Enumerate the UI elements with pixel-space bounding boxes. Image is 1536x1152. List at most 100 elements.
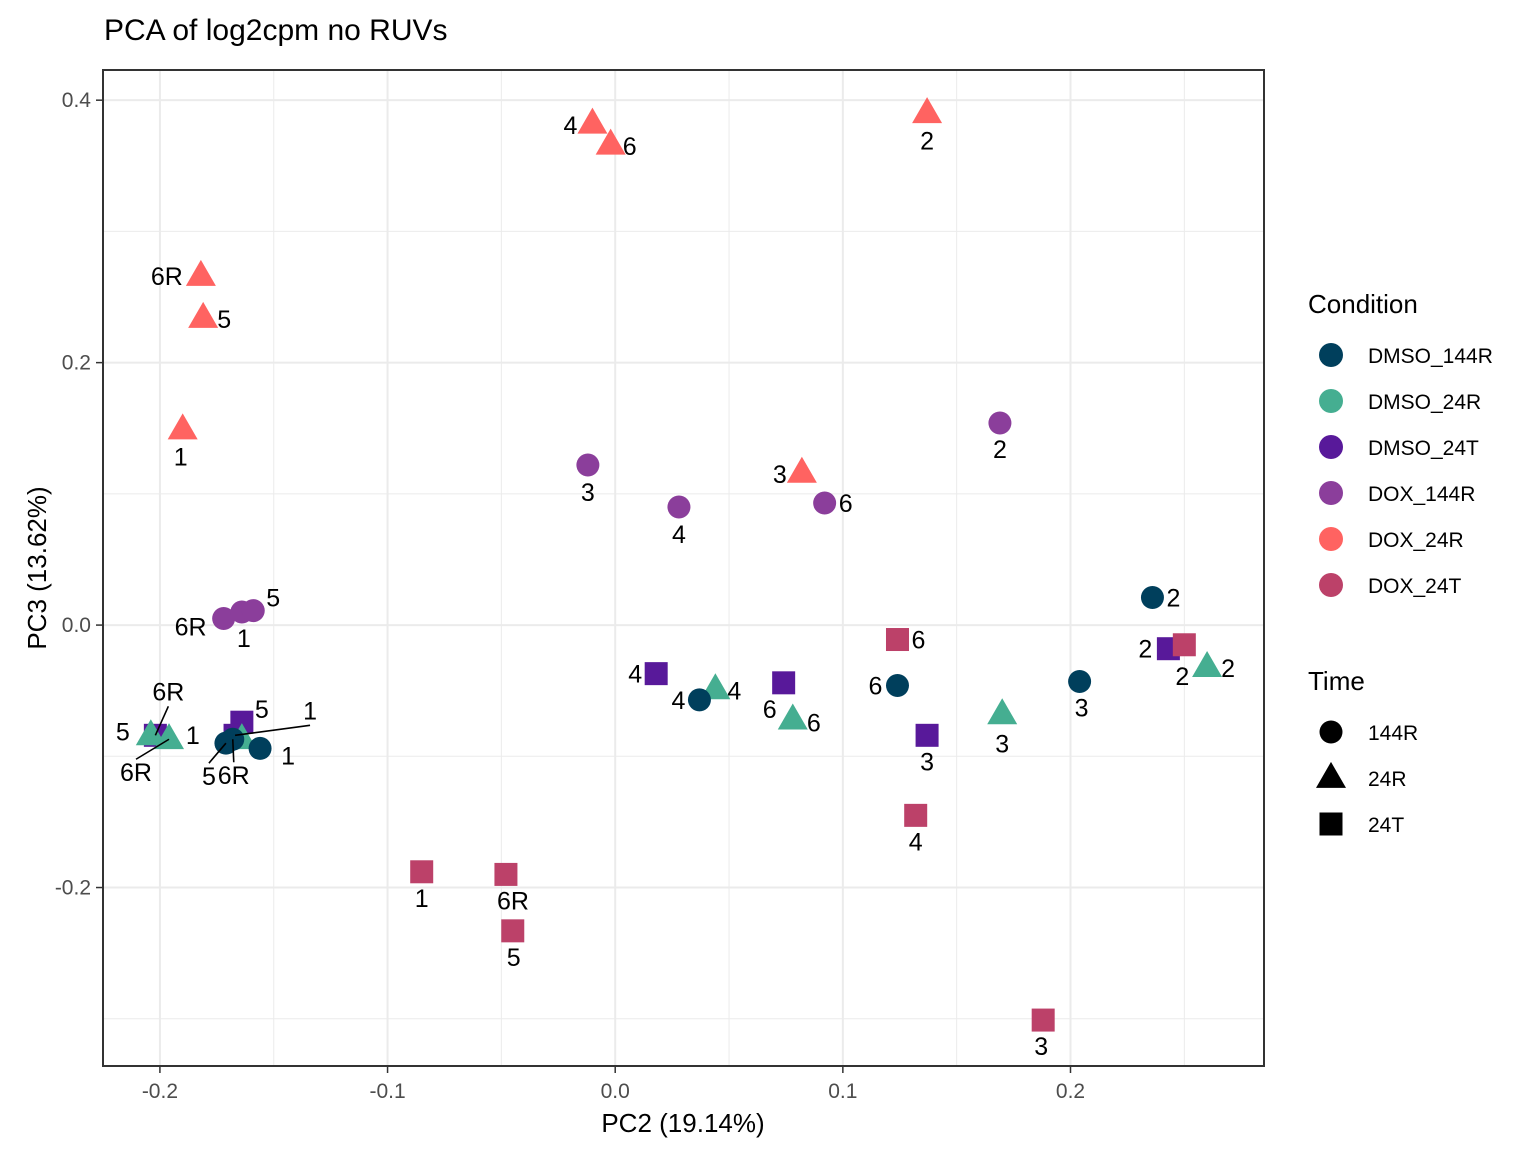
label-leader-line bbox=[135, 738, 170, 760]
legend-label: 144R bbox=[1368, 722, 1418, 745]
point-dmso-144r-3 bbox=[1068, 670, 1092, 694]
legend-title-time: Time bbox=[1308, 666, 1365, 696]
legend-key-circle-icon bbox=[1319, 720, 1343, 744]
point-dox-24r-6r bbox=[185, 259, 216, 286]
point-label: 4 bbox=[672, 521, 686, 549]
point-label: 4 bbox=[909, 828, 923, 856]
point-label: 6R bbox=[120, 759, 152, 787]
x-axis-title: PC2 (19.14%) bbox=[601, 1108, 764, 1138]
point-label: 2 bbox=[1221, 655, 1235, 683]
legend-key-dox-24r bbox=[1319, 527, 1343, 551]
panel-background bbox=[103, 70, 1264, 1066]
point-label: 4 bbox=[628, 661, 642, 689]
point-label: 5 bbox=[266, 585, 280, 613]
data-points bbox=[135, 97, 1223, 1032]
point-label: 1 bbox=[174, 444, 188, 472]
point-dox-24t-6 bbox=[885, 628, 909, 652]
point-dox-144r-4 bbox=[667, 495, 691, 519]
point-label: 5 bbox=[217, 306, 231, 334]
point-label: 5 bbox=[255, 696, 269, 724]
point-label: 3 bbox=[995, 730, 1009, 758]
x-tick-label: 0.1 bbox=[828, 1080, 857, 1103]
point-label: 6 bbox=[869, 672, 883, 700]
point-label: 1 bbox=[237, 625, 251, 653]
point-dox-24r-2 bbox=[912, 97, 943, 124]
point-dox-24r-1 bbox=[167, 413, 198, 440]
point-label: 4 bbox=[563, 112, 577, 140]
point-dox-24t-2 bbox=[1172, 633, 1196, 657]
y-tick-label: 0.2 bbox=[62, 352, 91, 375]
point-label: 4 bbox=[671, 687, 685, 715]
y-tick-label: 0.4 bbox=[62, 89, 92, 112]
point-label: 2 bbox=[1138, 636, 1152, 664]
point-label: 1 bbox=[415, 885, 429, 913]
point-label: 1 bbox=[281, 742, 295, 770]
point-label: 6R bbox=[175, 614, 207, 642]
point-label: 2 bbox=[920, 127, 934, 155]
point-label: 3 bbox=[773, 461, 787, 489]
legend-label: DOX_24T bbox=[1368, 575, 1462, 598]
legend-title-condition: Condition bbox=[1308, 289, 1418, 319]
legend-label: DMSO_24T bbox=[1368, 437, 1479, 460]
point-dmso-144r-2 bbox=[1140, 586, 1164, 610]
point-label: 6 bbox=[623, 133, 637, 161]
point-label: 1 bbox=[186, 722, 200, 750]
legend-key-square-icon bbox=[1319, 812, 1343, 836]
point-dox-144r-5 bbox=[241, 599, 265, 623]
x-tick-label: 0.0 bbox=[601, 1080, 630, 1103]
legend-label: DOX_24R bbox=[1368, 529, 1464, 552]
point-label: 6 bbox=[839, 490, 853, 518]
y-tick-label: 0.0 bbox=[62, 614, 91, 637]
point-dox-24t-6r bbox=[494, 862, 518, 886]
point-label: 6R bbox=[152, 678, 184, 706]
point-label: 5 bbox=[202, 763, 216, 791]
point-dmso-144r-1 bbox=[248, 736, 272, 760]
x-tick-label: -0.1 bbox=[369, 1080, 405, 1103]
point-dmso-24r-6 bbox=[777, 703, 808, 730]
point-label: 3 bbox=[1075, 695, 1089, 723]
point-dmso-24r-3 bbox=[987, 698, 1018, 725]
point-label: 6 bbox=[912, 627, 926, 655]
point-label: 1 bbox=[303, 697, 317, 725]
legend-label: DMSO_144R bbox=[1368, 345, 1493, 368]
point-dmso-24r-2 bbox=[1192, 650, 1223, 677]
point-dmso-144r-4 bbox=[687, 688, 711, 712]
point-dox-24t-3 bbox=[1031, 1008, 1055, 1032]
point-label: 2 bbox=[1166, 585, 1180, 613]
legend: Condition DMSO_144R DMSO_24R DMSO_24T DOX_14… bbox=[1308, 289, 1493, 837]
x-tick-label: 0.2 bbox=[1056, 1080, 1085, 1103]
point-dmso-24t-6 bbox=[772, 671, 796, 695]
point-dmso-24t-4 bbox=[644, 662, 668, 686]
point-dox-144r-2 bbox=[988, 411, 1012, 435]
point-dox-24r-5 bbox=[188, 301, 219, 328]
legend-key-dox-24t bbox=[1319, 573, 1343, 597]
label-leader-line bbox=[154, 705, 170, 736]
legend-key-triangle-icon bbox=[1316, 761, 1346, 788]
panel-border bbox=[102, 69, 1265, 1067]
point-dox-144r-6r bbox=[212, 607, 236, 631]
chart-title: PCA of log2cpm no RUVs bbox=[104, 14, 448, 47]
legend-label: DMSO_24R bbox=[1368, 391, 1481, 414]
legend-key-dox-144r bbox=[1319, 481, 1343, 505]
point-label: 6 bbox=[807, 710, 821, 738]
point-dox-24r-3 bbox=[786, 456, 817, 483]
point-label: 2 bbox=[1175, 663, 1189, 691]
point-dmso-24r-6r bbox=[154, 723, 185, 750]
point-label: 4 bbox=[727, 677, 741, 705]
y-tick-label: -0.2 bbox=[55, 877, 91, 900]
point-label: 3 bbox=[920, 748, 934, 776]
point-label: 3 bbox=[1034, 1033, 1048, 1061]
point-label: 5 bbox=[116, 718, 130, 746]
point-dox-24r-4 bbox=[577, 107, 608, 134]
point-dmso-24t-3 bbox=[915, 723, 939, 747]
legend-key-dmso-24t bbox=[1319, 435, 1343, 459]
point-dmso-24r-5 bbox=[135, 719, 166, 746]
legend-key-dmso-24r bbox=[1319, 389, 1343, 413]
point-dox-24t-4 bbox=[904, 803, 928, 827]
x-tick-label: -0.2 bbox=[142, 1080, 178, 1103]
point-label: 3 bbox=[581, 479, 595, 507]
point-label: 6 bbox=[763, 696, 777, 724]
point-label: 5 bbox=[507, 944, 521, 972]
